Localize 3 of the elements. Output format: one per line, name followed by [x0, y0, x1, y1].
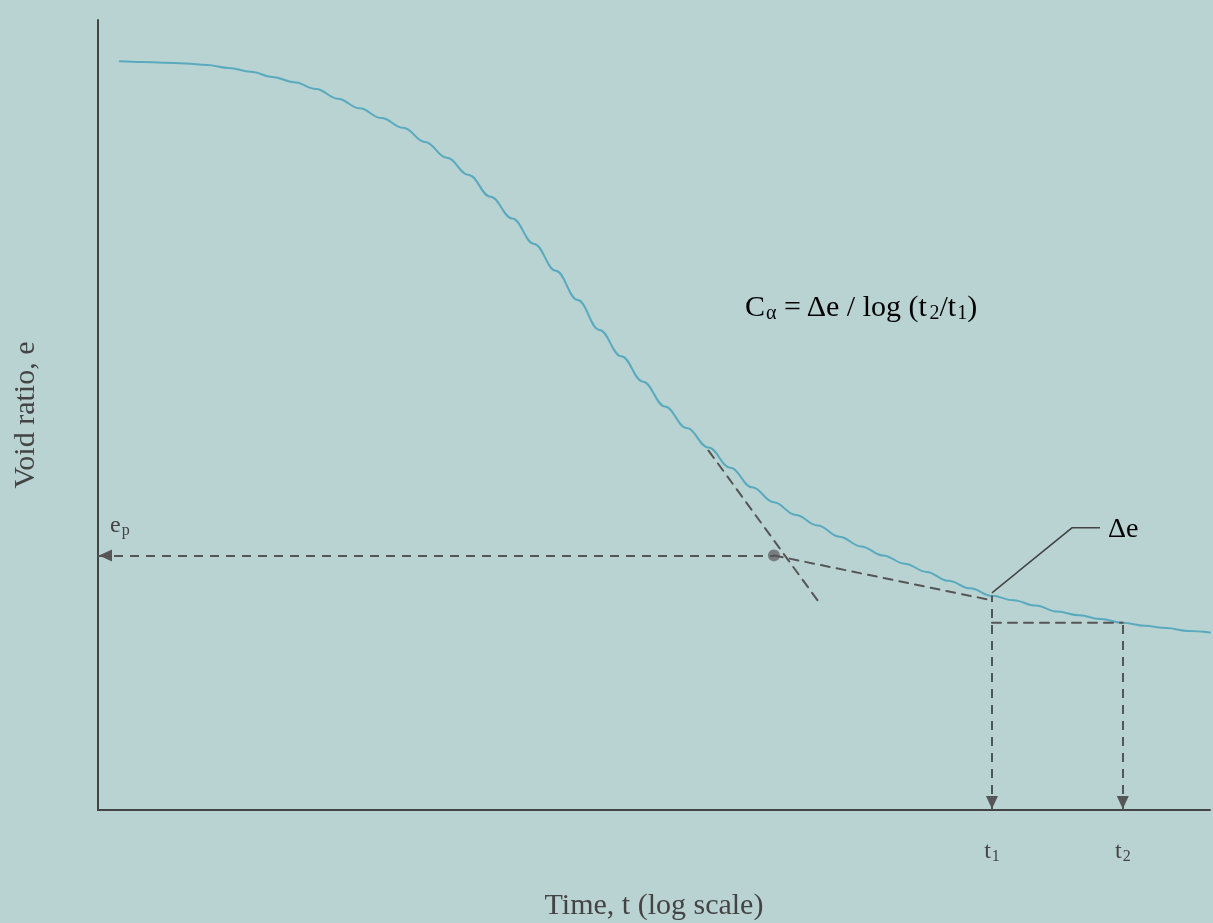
annotation: Δe — [1107, 512, 1139, 544]
x-axis-title: Time, t (log scale) — [544, 886, 764, 921]
y-axis-title: Void ratio, e — [6, 341, 40, 489]
